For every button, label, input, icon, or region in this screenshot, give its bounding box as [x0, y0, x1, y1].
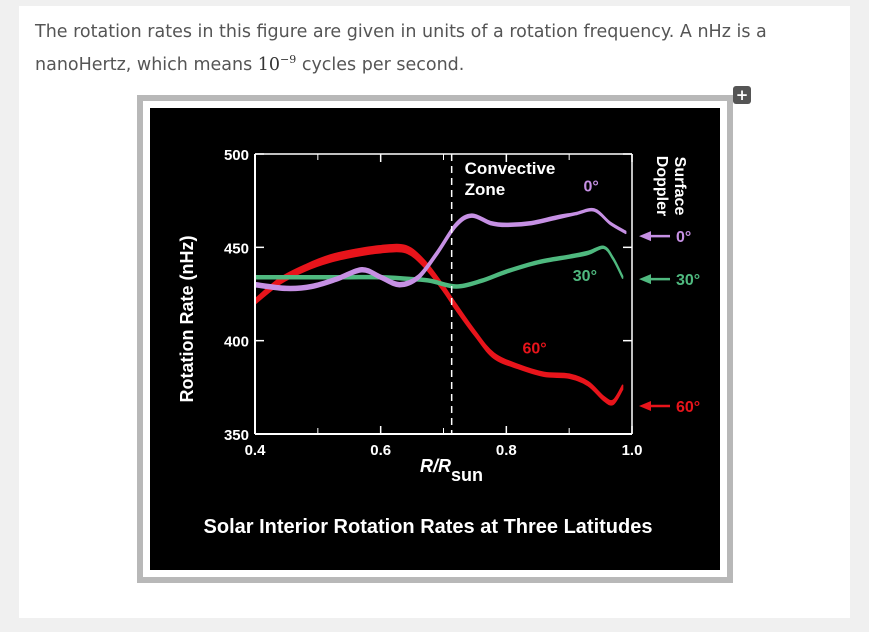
surface-value-label: 30°: [676, 272, 700, 289]
y-tick-label: 350: [224, 427, 249, 444]
math-base: 10: [257, 55, 281, 75]
surface-doppler-label: Surface: [671, 157, 688, 216]
x-tick-label: 1.0: [622, 442, 643, 459]
x-axis-label-sub: sun: [451, 465, 483, 485]
surface-value-label: 60°: [676, 399, 700, 416]
y-tick-label: 400: [224, 334, 249, 351]
convective-zone-label: Convective: [465, 159, 556, 178]
x-axis-label-main: R/R: [420, 456, 451, 476]
series-bands: 60° 30° 0°: [254, 178, 627, 406]
series-inline-label: 60°: [523, 341, 547, 358]
series-inline-label: 0°: [584, 178, 599, 195]
surface-doppler-label-2: Doppler: [653, 156, 670, 216]
intro-paragraph: The rotation rates in this figure are gi…: [35, 18, 825, 79]
x-tick-label: 0.8: [496, 442, 517, 459]
math-exponent: −9: [280, 53, 297, 66]
series-band-60deg: [254, 243, 624, 406]
y-tick-label: 500: [224, 147, 249, 164]
intro-text-after: cycles per second.: [296, 55, 465, 75]
series-band-0deg: [254, 207, 627, 292]
surface-value-label: 0°: [676, 229, 691, 246]
figure-frame: 60° 30° 0° 0.4 0.6 0.8 1.0 500 450 400 350 Convec…: [137, 95, 733, 583]
math-expression: 10−9: [257, 53, 297, 75]
chart-title: Solar Interior Rotation Rates at Three L…: [204, 516, 653, 538]
x-axis-label: R/Rsun: [420, 456, 483, 485]
chart-background: [150, 108, 720, 570]
x-tick-label: 0.6: [370, 442, 391, 459]
surface-markers: 60° 30° 0°: [639, 229, 700, 416]
expand-plus-icon[interactable]: +: [733, 86, 751, 104]
axis-ticks: 0.4 0.6 0.8 1.0 500 450 400 350: [224, 147, 642, 459]
surface-arrow-head: [639, 231, 651, 242]
solar-rotation-chart: 60° 30° 0° 0.4 0.6 0.8 1.0 500 450 400 350 Convec…: [150, 108, 720, 570]
surface-arrow-head: [639, 401, 651, 411]
content-card: The rotation rates in this figure are gi…: [19, 6, 850, 618]
surface-arrow-head: [639, 274, 651, 285]
convective-zone-label-2: Zone: [465, 180, 506, 199]
y-axis-label: Rotation Rate (nHz): [177, 236, 197, 403]
intro-text-before: The rotation rates in this figure are gi…: [35, 22, 767, 75]
series-inline-label: 30°: [573, 268, 597, 285]
figure-inner: 60° 30° 0° 0.4 0.6 0.8 1.0 500 450 400 350 Convec…: [143, 101, 727, 577]
y-tick-label: 450: [224, 240, 249, 257]
x-tick-label: 0.4: [245, 442, 267, 459]
